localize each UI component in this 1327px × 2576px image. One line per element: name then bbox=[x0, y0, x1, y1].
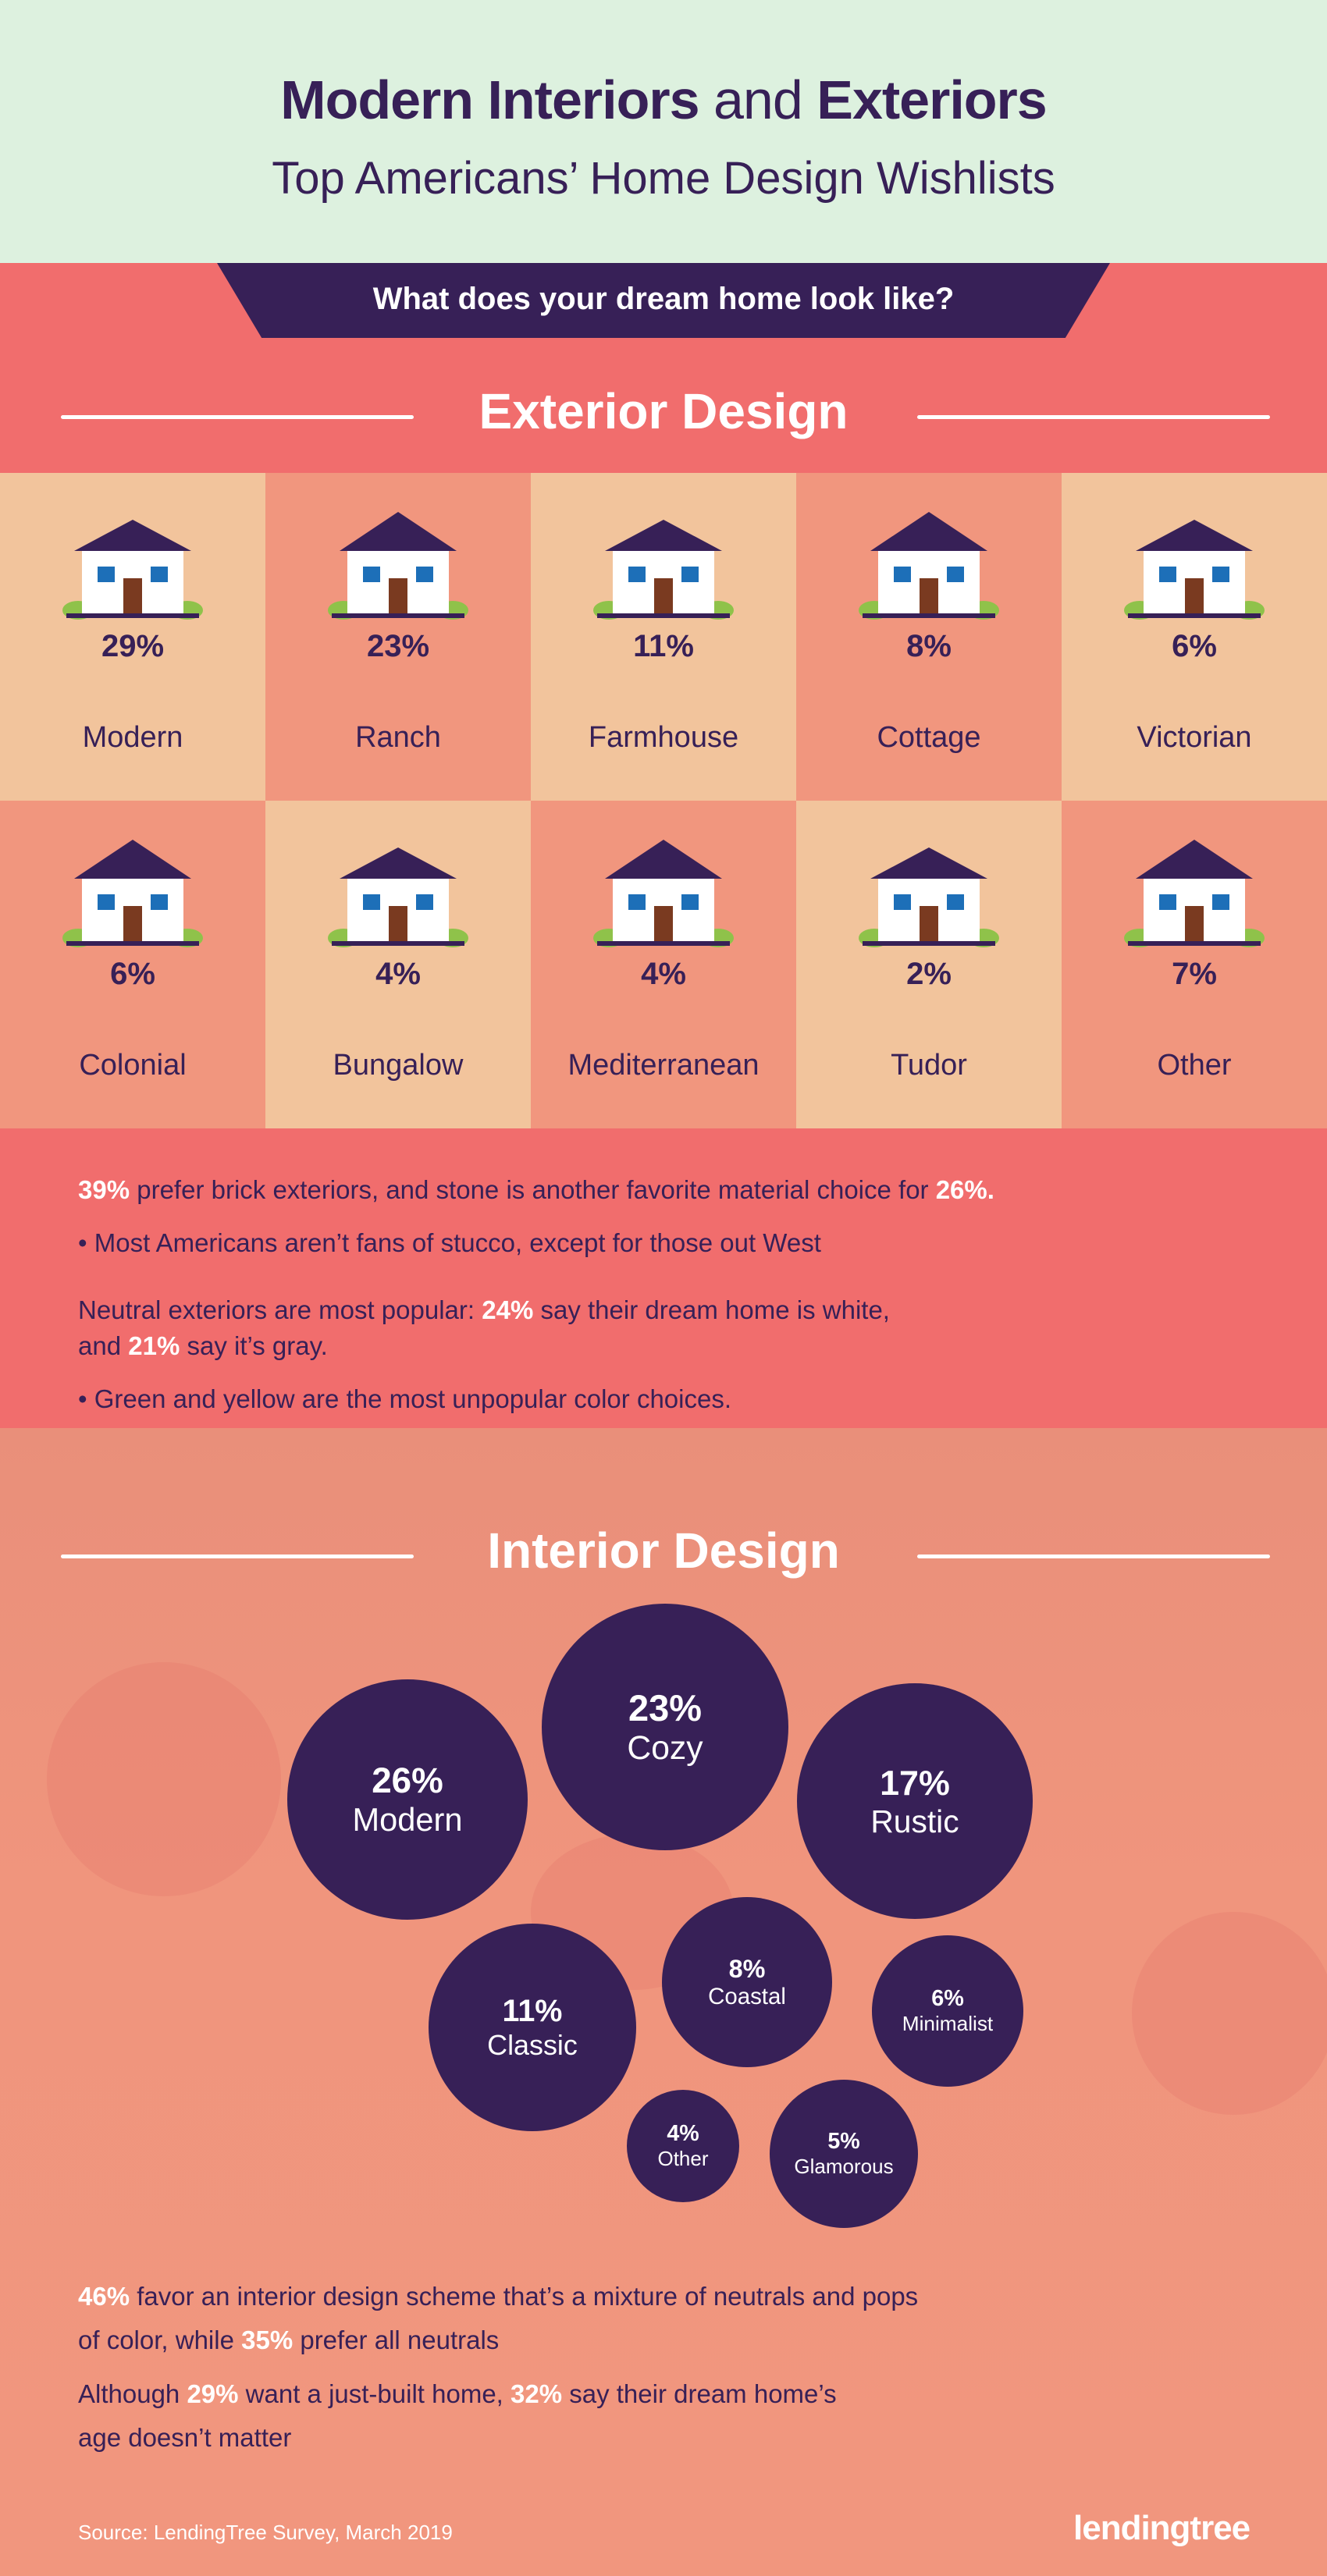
style-percent: 6% bbox=[931, 1986, 964, 2011]
source-note: Source: LendingTree Survey, March 2019 bbox=[78, 2521, 453, 2544]
fact-colors: Neutral exteriors are most popular: 24% … bbox=[78, 1295, 890, 1360]
flower-decoration bbox=[47, 1662, 281, 1896]
exterior-style-modern: 29% Modern bbox=[0, 473, 265, 801]
style-name: Glamorous bbox=[794, 2155, 894, 2178]
exterior-style-grid: 29% Modern 23% Ranch 11% Farmhouse 8% Co… bbox=[0, 473, 1327, 1128]
style-name: Farmhouse bbox=[588, 721, 739, 754]
house-icon bbox=[1124, 520, 1265, 620]
divider bbox=[61, 1554, 414, 1558]
lendingtree-logo: lendingtree bbox=[1073, 2509, 1251, 2547]
interior-fact-age: Although 29% want a just-built home, 32%… bbox=[78, 2379, 837, 2452]
question-banner: What does your dream home look like? bbox=[217, 263, 1110, 338]
interior-style-minimalist: 6% Minimalist bbox=[872, 1935, 1023, 2087]
interior-style-modern: 26% Modern bbox=[287, 1679, 528, 1920]
house-icon bbox=[62, 520, 203, 620]
flower-decoration bbox=[1132, 1912, 1327, 2115]
style-percent: 11% bbox=[502, 1993, 563, 2028]
house-icon bbox=[859, 512, 999, 620]
style-name: Tudor bbox=[891, 1049, 967, 1082]
house-icon bbox=[1124, 840, 1265, 947]
house-icon bbox=[328, 512, 468, 620]
style-name: Colonial bbox=[79, 1049, 187, 1082]
style-percent: 23% bbox=[366, 629, 430, 663]
page-subtitle: Top Americans’ Home Design Wishlists bbox=[272, 153, 1055, 204]
style-name: Classic bbox=[487, 2028, 578, 2061]
style-name: Other bbox=[1157, 1049, 1232, 1082]
style-percent: 4% bbox=[641, 957, 686, 991]
interior-style-classic: 11% Classic bbox=[429, 1924, 636, 2131]
style-percent: 29% bbox=[101, 629, 165, 663]
house-icon bbox=[859, 847, 999, 947]
fact-stucco: • Most Americans aren’t fans of stucco, … bbox=[78, 1228, 821, 1257]
style-name: Mediterranean bbox=[567, 1049, 760, 1082]
exterior-style-colonial: 6% Colonial bbox=[0, 801, 265, 1128]
exterior-style-farmhouse: 11% Farmhouse bbox=[531, 473, 796, 801]
interior-section-heading: Interior Design bbox=[0, 1522, 1327, 1584]
header: Modern Interiors and Exteriors Top Ameri… bbox=[0, 0, 1327, 263]
exterior-style-cottage: 8% Cottage bbox=[796, 473, 1062, 801]
style-name: Coastal bbox=[708, 1983, 786, 2009]
style-percent: 4% bbox=[375, 957, 421, 991]
page-title: Modern Interiors and Exteriors bbox=[280, 69, 1047, 130]
style-percent: 5% bbox=[827, 2129, 860, 2154]
style-percent: 6% bbox=[1172, 629, 1217, 663]
style-percent: 17% bbox=[880, 1762, 950, 1803]
interior-section bbox=[0, 1428, 1327, 2576]
divider bbox=[61, 415, 414, 419]
interior-style-rustic: 17% Rustic bbox=[797, 1683, 1033, 1919]
exterior-style-ranch: 23% Ranch bbox=[265, 473, 531, 801]
style-name: Cottage bbox=[877, 721, 981, 754]
fact-unpopular: • Green and yellow are the most unpopula… bbox=[78, 1384, 732, 1413]
style-name: Other bbox=[657, 2147, 709, 2170]
style-name: Rustic bbox=[870, 1803, 959, 1839]
exterior-style-bungalow: 4% Bungalow bbox=[265, 801, 531, 1128]
exterior-facts: 39% prefer brick exteriors, and stone is… bbox=[0, 1128, 1327, 1428]
house-icon bbox=[593, 520, 734, 620]
style-name: Victorian bbox=[1137, 721, 1252, 754]
style-percent: 2% bbox=[906, 957, 952, 991]
style-percent: 4% bbox=[667, 2121, 699, 2146]
style-percent: 23% bbox=[628, 1687, 702, 1729]
interior-fact-color: 46% favor an interior design scheme that… bbox=[78, 2282, 919, 2354]
style-percent: 6% bbox=[110, 957, 155, 991]
style-percent: 8% bbox=[728, 1954, 766, 1983]
style-name: Bungalow bbox=[333, 1049, 464, 1082]
style-percent: 11% bbox=[633, 629, 694, 663]
house-icon bbox=[593, 840, 734, 947]
divider bbox=[917, 1554, 1270, 1558]
divider bbox=[917, 415, 1270, 419]
interior-style-other: 4% Other bbox=[627, 2090, 739, 2202]
style-name: Modern bbox=[352, 1801, 463, 1838]
exterior-section-heading: Exterior Design bbox=[0, 382, 1327, 445]
exterior-style-tudor: 2% Tudor bbox=[796, 801, 1062, 1128]
house-icon bbox=[62, 840, 203, 947]
exterior-style-other: 7% Other bbox=[1062, 801, 1327, 1128]
style-name: Minimalist bbox=[902, 2012, 994, 2035]
style-percent: 7% bbox=[1172, 957, 1217, 991]
style-name: Modern bbox=[82, 721, 183, 754]
style-name: Cozy bbox=[627, 1729, 703, 1767]
house-icon bbox=[328, 847, 468, 947]
exterior-style-victorian: 6% Victorian bbox=[1062, 473, 1327, 801]
exterior-style-mediterranean: 4% Mediterranean bbox=[531, 801, 796, 1128]
style-percent: 26% bbox=[372, 1761, 443, 1800]
interior-style-coastal: 8% Coastal bbox=[662, 1897, 832, 2067]
style-name: Ranch bbox=[355, 721, 441, 754]
style-percent: 8% bbox=[906, 629, 952, 663]
fact-brick: 39% prefer brick exteriors, and stone is… bbox=[78, 1175, 994, 1204]
interior-style-cozy: 23% Cozy bbox=[542, 1604, 788, 1850]
interior-style-glamorous: 5% Glamorous bbox=[770, 2080, 918, 2228]
